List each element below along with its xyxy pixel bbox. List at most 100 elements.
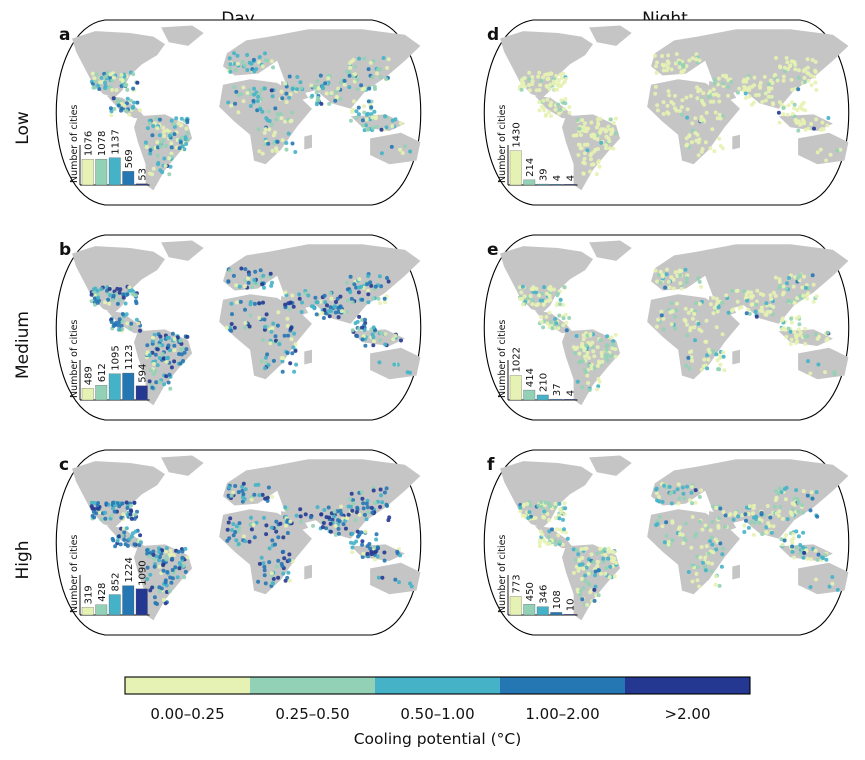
inset-axis-label: Number of cities (497, 105, 508, 183)
city-point (556, 78, 561, 83)
city-point (351, 498, 355, 503)
city-point (103, 80, 107, 85)
city-point (564, 328, 569, 333)
city-point (710, 127, 715, 132)
city-point (323, 300, 328, 305)
city-point (151, 166, 156, 171)
city-point (519, 87, 524, 92)
city-point (527, 83, 531, 87)
city-point (181, 562, 186, 567)
city-point (282, 556, 287, 561)
city-point (717, 583, 722, 588)
city-point (713, 110, 718, 115)
city-point (798, 330, 803, 335)
city-point (578, 588, 583, 593)
city-point (270, 326, 275, 331)
city-point (125, 292, 130, 297)
city-point (167, 372, 172, 377)
city-point (600, 359, 605, 364)
land-asia (269, 29, 421, 109)
city-point (179, 135, 184, 140)
city-point (662, 540, 667, 545)
city-point (594, 125, 599, 130)
city-point (107, 301, 112, 306)
city-point (669, 501, 674, 506)
city-point (683, 521, 688, 526)
bar-value-label: 4 (565, 175, 576, 181)
city-point (155, 363, 160, 368)
city-point (299, 310, 304, 314)
city-point (290, 141, 295, 146)
city-point (735, 299, 740, 304)
city-point (581, 586, 586, 590)
city-point (290, 86, 295, 91)
city-point (263, 58, 268, 63)
city-point (292, 331, 297, 336)
city-point (577, 351, 582, 356)
city-point (262, 515, 266, 520)
city-point (796, 87, 801, 92)
city-point (670, 309, 675, 314)
city-point (284, 147, 289, 152)
city-point (806, 126, 811, 131)
city-point (228, 268, 232, 273)
city-point (538, 83, 543, 88)
city-point (527, 70, 532, 75)
city-point (518, 505, 523, 510)
city-point (352, 99, 356, 104)
city-point (789, 59, 794, 64)
city-point (167, 133, 172, 138)
city-point (690, 515, 695, 519)
city-point (320, 525, 325, 530)
city-point (368, 60, 373, 65)
city-point (562, 527, 566, 532)
city-point (714, 325, 719, 330)
city-point (262, 564, 267, 569)
city-point (332, 509, 337, 514)
city-point (248, 104, 253, 108)
city-point (660, 499, 665, 504)
city-point (806, 291, 811, 296)
city-point (290, 293, 295, 298)
city-point (802, 550, 807, 555)
city-point (266, 363, 271, 368)
panel-letter-e: e (487, 240, 499, 260)
city-point (605, 334, 610, 339)
city-point (795, 497, 800, 501)
city-point (403, 144, 408, 149)
bar (135, 385, 148, 401)
city-point (393, 333, 398, 338)
city-point (157, 589, 162, 594)
city-point (685, 484, 690, 489)
city-point (166, 343, 171, 348)
city-point (280, 96, 285, 101)
city-point (343, 526, 348, 531)
city-point (660, 524, 665, 529)
city-point (754, 302, 759, 307)
bar-value-label: 319 (83, 585, 94, 604)
city-point (117, 317, 122, 322)
city-point (363, 529, 368, 534)
city-point (711, 87, 716, 92)
city-point (281, 549, 286, 554)
land-centralAmerica (106, 525, 146, 549)
city-point (355, 334, 360, 339)
colorbar-segment (250, 677, 375, 694)
city-point (805, 57, 810, 62)
city-point (258, 107, 263, 111)
city-point (599, 350, 604, 355)
bar (523, 604, 536, 616)
city-point (825, 123, 830, 128)
bar (81, 607, 94, 616)
city-point (289, 337, 294, 342)
city-point (653, 91, 658, 96)
city-point (288, 119, 293, 124)
city-point (596, 121, 601, 125)
city-point (391, 337, 396, 342)
city-point (595, 564, 600, 568)
city-point (328, 529, 333, 534)
city-point (830, 575, 835, 579)
city-point (349, 296, 354, 301)
colorbar-segment (125, 677, 250, 694)
